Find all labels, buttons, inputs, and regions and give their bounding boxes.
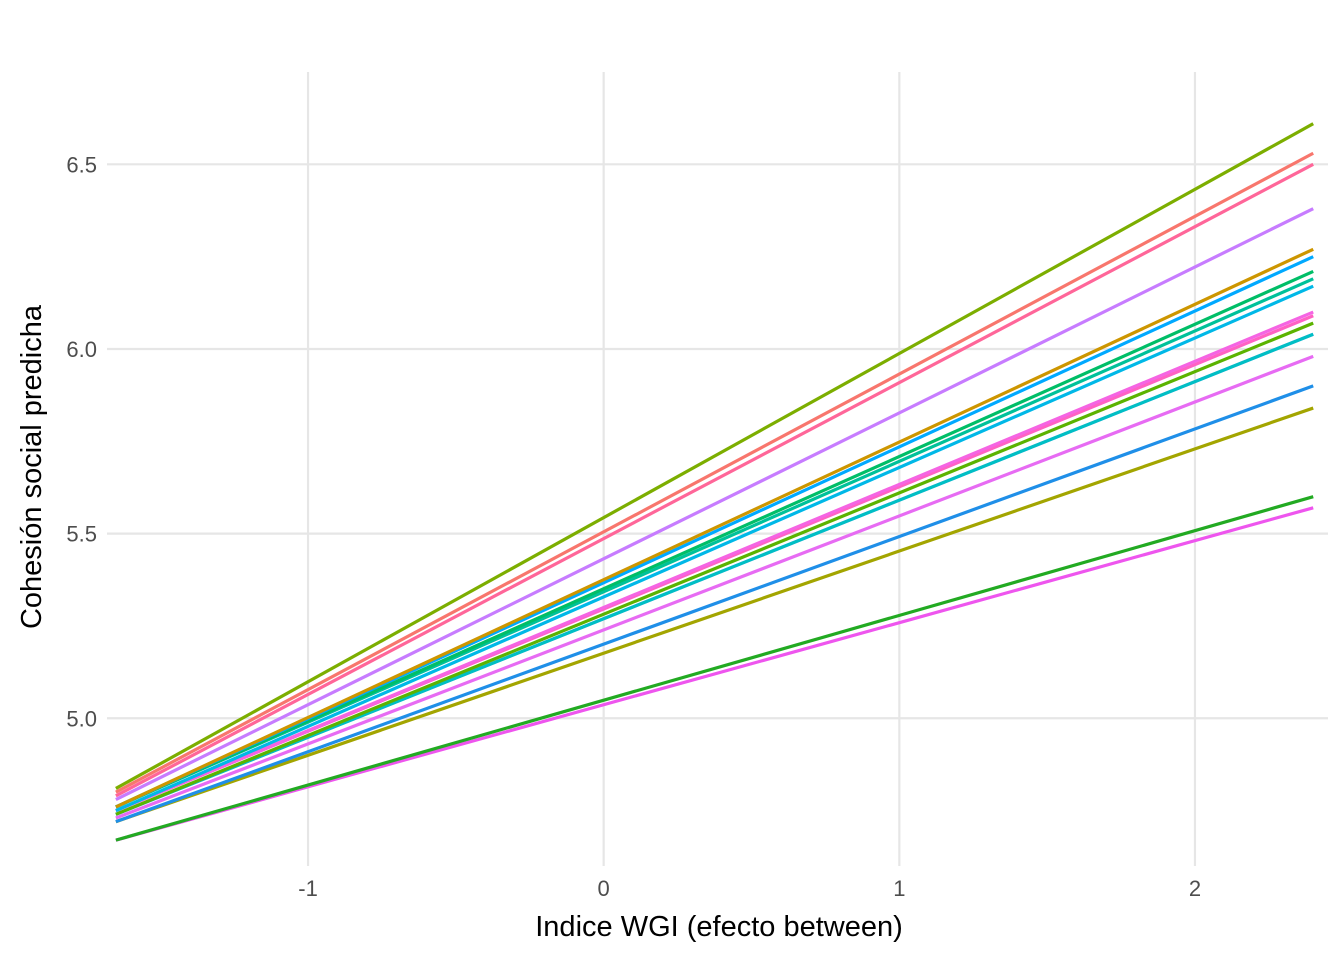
series-line-7 xyxy=(115,269,1314,809)
y-axis-ticks: 5.0 5.5 6.0 6.5 xyxy=(66,152,97,731)
x-tick-label: 2 xyxy=(1189,876,1201,901)
x-tick-label: 1 xyxy=(893,876,905,901)
x-axis-ticks: -1 0 1 2 xyxy=(298,876,1201,901)
series-line-15 xyxy=(115,354,1314,820)
x-axis-title: Indice WGI (efecto between) xyxy=(535,911,903,943)
series-line-12 xyxy=(115,321,1314,816)
y-tick-label: 6.0 xyxy=(66,337,97,362)
series-line-14 xyxy=(115,332,1314,816)
grid xyxy=(107,72,1328,866)
series-line-9 xyxy=(115,284,1314,813)
series-line-4 xyxy=(115,207,1314,801)
series-line-1 xyxy=(115,122,1314,790)
series-line-5 xyxy=(115,247,1314,809)
series-line-2 xyxy=(115,151,1314,794)
x-tick-label: 0 xyxy=(598,876,610,901)
x-tick-label: -1 xyxy=(298,876,318,901)
series-line-3 xyxy=(115,162,1314,798)
series-line-17 xyxy=(115,406,1314,824)
series-line-19 xyxy=(115,506,1314,842)
y-tick-label: 5.5 xyxy=(66,522,97,547)
y-axis-title: Cohesión social predicha xyxy=(16,304,48,629)
y-tick-label: 6.5 xyxy=(66,152,97,177)
y-tick-label: 5.0 xyxy=(66,706,97,731)
series-line-16 xyxy=(115,384,1314,824)
series-lines xyxy=(115,122,1314,842)
series-line-18 xyxy=(115,495,1314,842)
series-line-10 xyxy=(115,310,1314,813)
